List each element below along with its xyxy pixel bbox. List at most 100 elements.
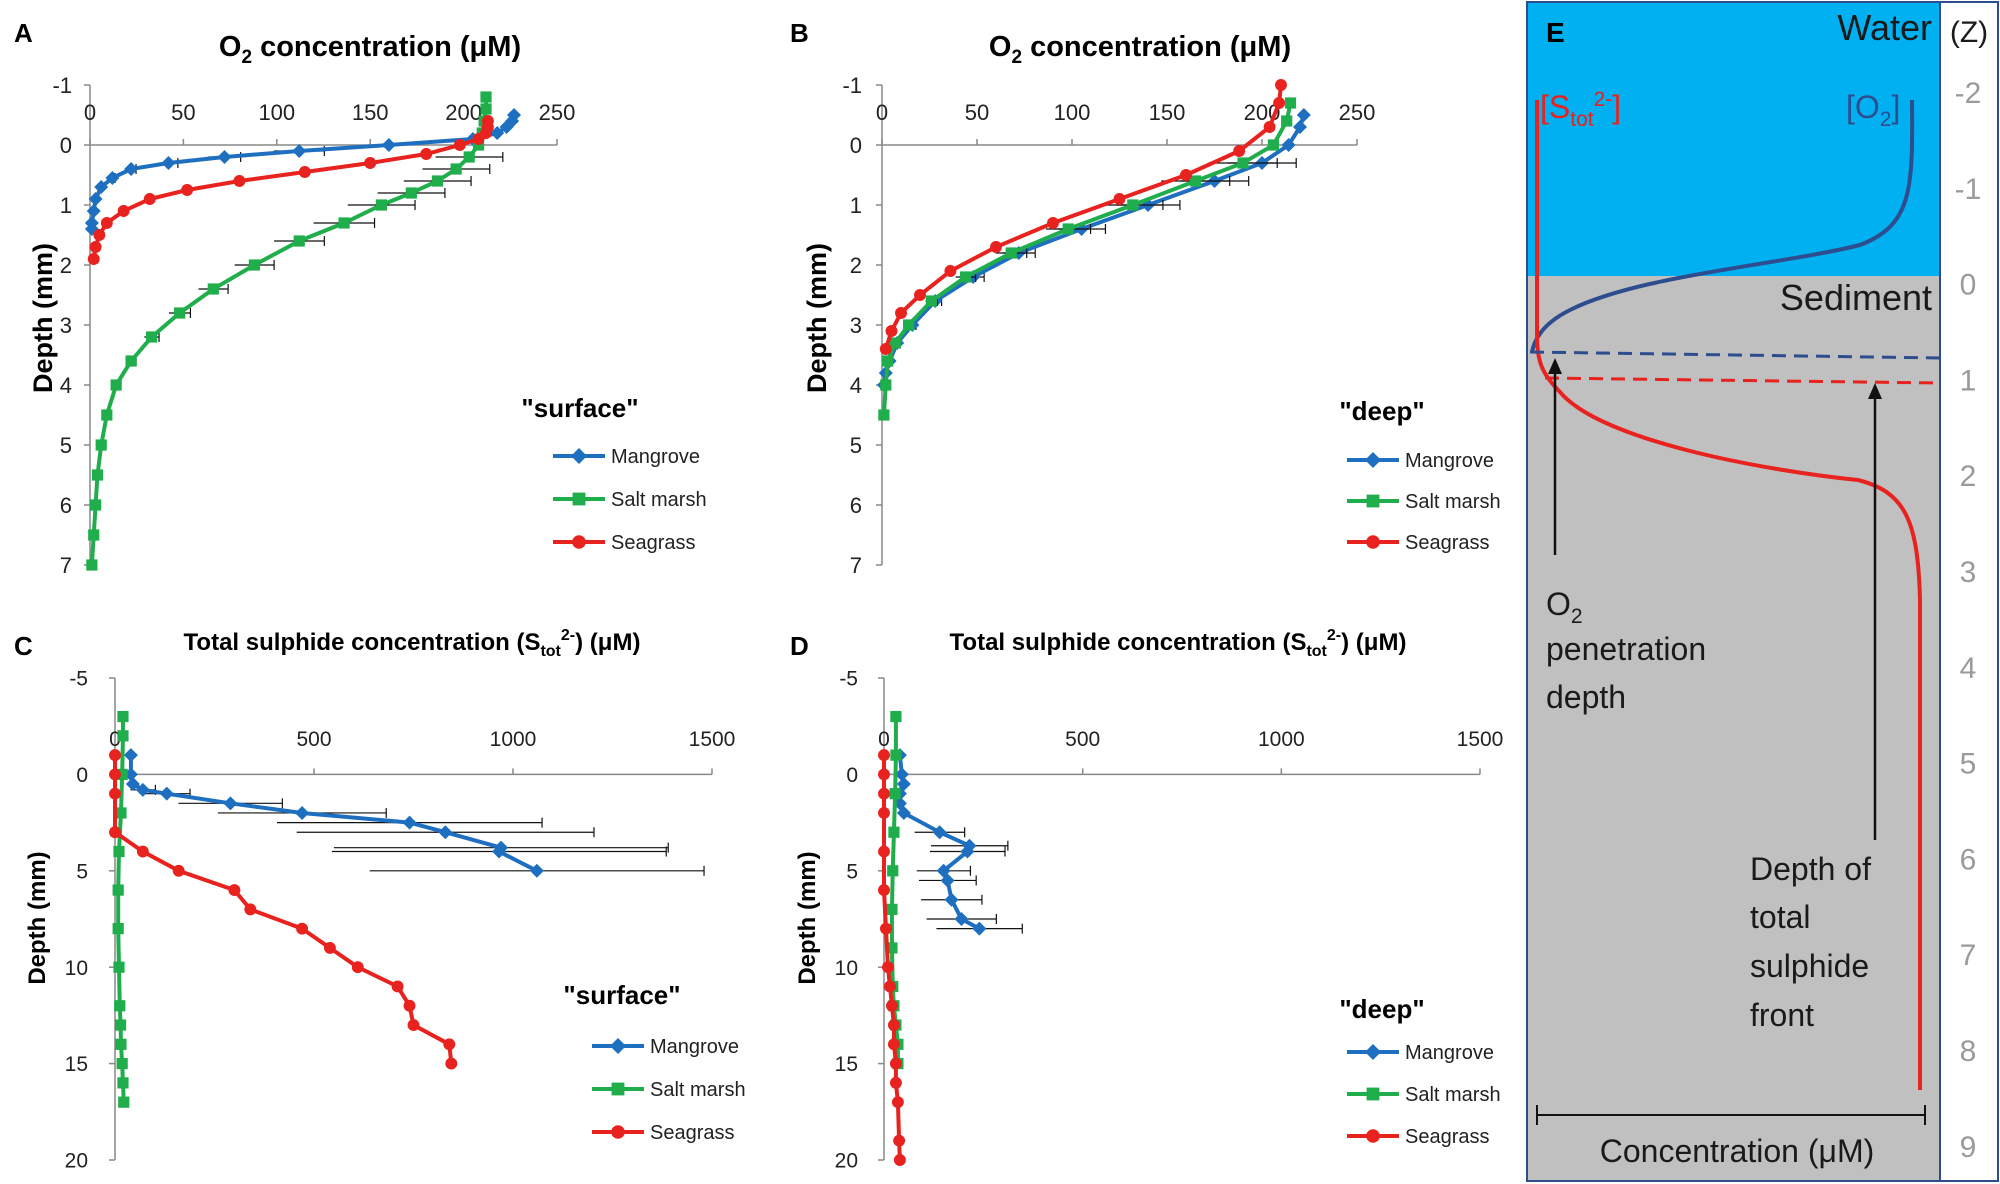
data-point-seagrass [89, 241, 102, 253]
panel-label-a: A [14, 18, 33, 48]
z-tick-label: 3 [1960, 556, 1977, 589]
data-point-mangrove [295, 805, 310, 820]
x-tick-label: 50 [171, 100, 195, 125]
data-point-salt-marsh [248, 259, 260, 271]
x-tick-label: 500 [1065, 728, 1100, 751]
data-point-salt-marsh [960, 271, 972, 283]
data-point-mangrove [161, 156, 176, 170]
data-point-salt-marsh [886, 903, 898, 915]
data-point-salt-marsh [112, 923, 124, 935]
y-tick-label: -1 [842, 73, 862, 98]
data-point-seagrass [93, 229, 106, 241]
data-point-seagrass [893, 1154, 906, 1166]
sediment-label: Sediment [1780, 277, 1932, 318]
legend-marker-mangrove [610, 1038, 626, 1054]
data-point-seagrass [891, 1096, 904, 1109]
data-point-mangrove [402, 815, 417, 830]
data-point-salt-marsh [91, 469, 104, 481]
data-point-seagrass [880, 922, 892, 935]
data-point-seagrass [420, 148, 433, 160]
data-point-salt-marsh [472, 139, 485, 151]
data-point-salt-marsh [125, 355, 137, 367]
data-point-salt-marsh [338, 217, 350, 229]
data-point-salt-marsh [480, 103, 492, 115]
data-point-seagrass [895, 307, 907, 319]
panel-b: O2 concentration (μM) Depth (mm) 0 50 100 1… [802, 31, 1501, 578]
legend-marker-seagrass [1366, 1129, 1380, 1143]
data-point-salt-marsh [112, 884, 124, 896]
sulphide-front-label-line3: sulphide [1750, 948, 1869, 984]
data-point-mangrove [124, 162, 139, 176]
data-point-seagrass [109, 749, 121, 762]
data-point-salt-marsh [1237, 157, 1249, 169]
panel-b-title: O2 concentration (μM) [989, 31, 1291, 68]
data-point-mangrove [529, 863, 544, 878]
data-point-seagrass [100, 217, 113, 229]
data-point-seagrass [878, 768, 890, 781]
panel-label-b: B [790, 18, 809, 48]
legend-label-salt-marsh: Salt marsh [1405, 1084, 1501, 1106]
z-tick-label: 8 [1960, 1035, 1977, 1068]
legend-label-salt-marsh: Salt marsh [611, 489, 707, 511]
data-point-seagrass [143, 193, 156, 205]
data-point-seagrass [878, 807, 890, 819]
panel-d: Total sulphide concentration (Stot2-) (μ… [794, 627, 1503, 1173]
z-axis-title: (Z) [1950, 16, 1988, 49]
x-tick-label: 50 [965, 100, 989, 125]
panel-d-title: Total sulphide concentration (Stot2-) (μ… [950, 627, 1407, 660]
data-point-seagrass [181, 184, 194, 196]
legend-label-mangrove: Mangrove [1405, 450, 1494, 472]
x-tick-label: 1500 [1457, 728, 1504, 751]
x-tick-label: 500 [296, 728, 331, 751]
data-point-mangrove [159, 786, 174, 801]
y-tick-label: -1 [52, 73, 72, 98]
y-tick-label: 1 [850, 193, 862, 218]
data-point-seagrass [878, 749, 890, 762]
panel-label-c: C [14, 631, 33, 661]
panel-d-plot: 0 500 1000 1500 -5 0 5 10 15 20 [835, 668, 1504, 1173]
x-tick-label: 200 [445, 100, 482, 125]
o2-profile-curve [1530, 99, 1915, 353]
y-tick-label: 7 [850, 553, 862, 578]
o2-depth-arrowhead [1548, 358, 1562, 374]
panel-c-ylabel: Depth (mm) [24, 851, 51, 984]
data-point-salt-marsh [880, 379, 892, 391]
data-point-mangrove [940, 873, 955, 888]
data-point-salt-marsh [95, 439, 107, 451]
data-point-mangrove [492, 844, 507, 859]
data-point-mangrove [499, 120, 514, 134]
data-point-salt-marsh [118, 1096, 130, 1108]
data-point-seagrass [233, 175, 246, 187]
data-point-seagrass [879, 343, 892, 355]
y-tick-label: 3 [60, 313, 72, 338]
legend-marker-seagrass [611, 1125, 625, 1139]
x-tick-label: 1000 [1258, 728, 1305, 751]
water-label: Water [1837, 7, 1932, 48]
sulphide-front-arrowhead [1868, 383, 1882, 399]
o2-penetration-line [1529, 350, 1941, 360]
water-layer [1527, 2, 1940, 276]
y-tick-label: 15 [835, 1053, 858, 1076]
y-tick-label: 4 [850, 373, 862, 398]
data-point-seagrass [407, 1019, 420, 1031]
panel-label-d: D [790, 631, 809, 661]
data-point-salt-marsh [113, 961, 125, 973]
data-point-salt-marsh [890, 710, 902, 723]
data-point-salt-marsh [113, 845, 125, 858]
legend-marker-mangrove [571, 448, 587, 464]
data-point-seagrass [882, 961, 894, 974]
data-point-seagrass [403, 999, 416, 1012]
data-point-seagrass [1263, 121, 1276, 133]
data-point-mangrove [505, 114, 520, 128]
data-point-seagrass [885, 999, 898, 1012]
legend-label-seagrass: Seagrass [1405, 1126, 1490, 1148]
data-point-salt-marsh [888, 826, 900, 838]
data-point-seagrass [296, 922, 309, 935]
y-tick-label: 5 [60, 433, 72, 458]
data-point-salt-marsh [115, 1038, 127, 1050]
data-point-salt-marsh [293, 235, 305, 247]
data-point-salt-marsh [1189, 175, 1202, 187]
data-point-seagrass [1273, 97, 1286, 109]
z-tick-label: 2 [1960, 460, 1977, 493]
